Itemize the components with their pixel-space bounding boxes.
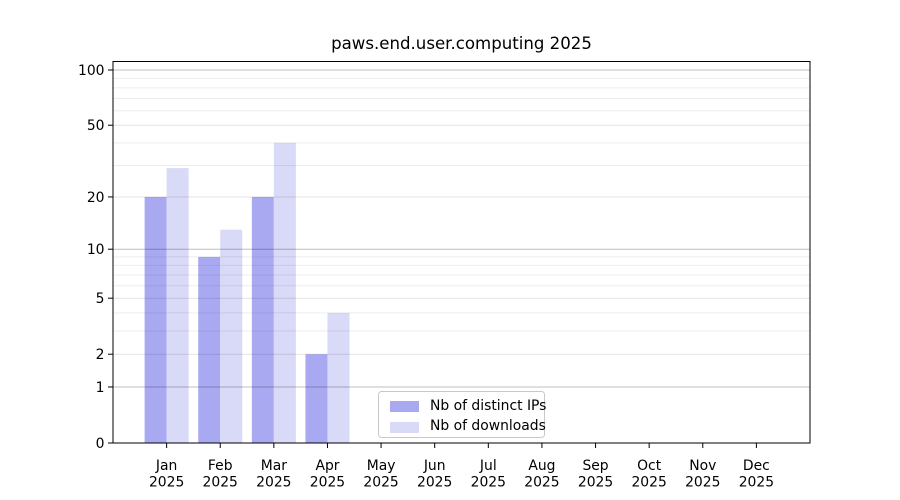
x-tick-label: Sep 2025 [578,458,613,491]
y-tick-label: 1 [96,380,105,396]
bar-distinct-ips-jan [144,196,167,443]
plot-border [112,61,811,444]
x-tick-label: May 2025 [363,458,398,491]
bar-distinct-ips-apr [305,354,328,443]
x-tick-label: Aug 2025 [524,458,559,491]
bar-downloads-mar [273,142,296,444]
y-tick-label: 5 [96,291,105,307]
x-tick-label: Jun 2025 [417,458,452,491]
y-tick-label: 50 [87,118,105,134]
y-tick-label: 100 [78,63,105,79]
legend-swatch-distinct-ips [390,401,419,413]
bar-distinct-ips-mar [251,196,274,443]
x-tick-label: Feb 2025 [203,458,238,491]
x-tick-label: Dec 2025 [739,458,774,491]
chart-title: paws.end.user.computing 2025 [331,34,592,53]
y-tick-label: 2 [96,347,105,363]
x-tick-label: Jul 2025 [471,458,506,491]
legend-label-distinct-ips: Nb of distinct IPs [430,397,547,414]
x-tick-label: Mar 2025 [256,458,291,491]
bar-downloads-jan [166,168,189,444]
bar-downloads-apr [327,312,350,443]
y-tick-label: 10 [87,242,105,258]
bar-distinct-ips-feb [198,256,221,443]
legend: Nb of distinct IPs Nb of downloads [378,391,546,438]
x-tick-label: Oct 2025 [631,458,666,491]
x-tick-label: Jan 2025 [149,458,184,491]
legend-item-distinct-ips: Nb of distinct IPs [385,397,546,418]
x-tick-label: Nov 2025 [685,458,720,491]
bar-downloads-feb [220,229,243,443]
legend-swatch-downloads [390,421,419,433]
x-tick-label: Apr 2025 [310,458,345,491]
legend-label-downloads: Nb of downloads [430,418,546,435]
y-tick-label: 20 [87,190,105,206]
legend-item-downloads: Nb of downloads [385,417,546,438]
y-tick-label: 0 [96,436,105,452]
